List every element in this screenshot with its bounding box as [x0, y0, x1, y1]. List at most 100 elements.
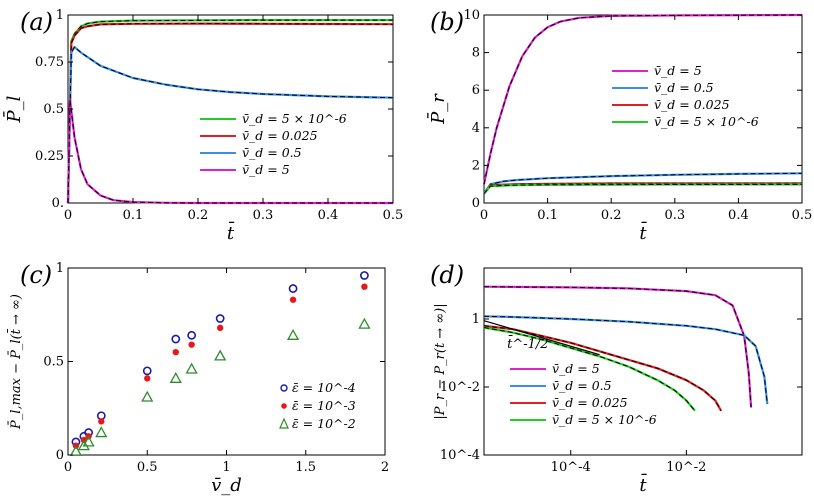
series-line-b-3 [483, 183, 803, 195]
panel-c: ε̄ = 10^-4 ε̄ = 10^-3 ε̄ = 10^-2 0 0.5 1 1.5 2 0… [7, 261, 389, 496]
marker-open-triangle [82, 435, 95, 447]
x-tick-label-b: 0.5 [792, 208, 813, 223]
marker-open-triangle [286, 328, 300, 340]
slope-annotation: t̄^-1/2 [507, 335, 548, 352]
legend-entry-c: ε̄ = 10^-2 [292, 416, 356, 431]
marker-open-circle [142, 366, 152, 376]
x-tick-label-b: 0.3 [664, 208, 685, 223]
y-tick-label-b: 8 [472, 46, 480, 61]
x-axis-label-b: t̄ [639, 220, 647, 244]
x-tick-label-c: 0.5 [137, 460, 158, 475]
y-tick-label-b: 0 [472, 196, 480, 211]
x-tick-label-d: 10^-4 [551, 460, 591, 475]
reference-slope-line [483, 320, 600, 356]
marker-filled-circle [216, 324, 224, 332]
panel-label-c: (c) [20, 261, 52, 289]
legend-marker-c [279, 417, 289, 429]
y-tick-label-d: 1 [472, 312, 480, 327]
fit-dashed-a-2 [67, 46, 394, 204]
y-tick-label-c: 0 [56, 448, 64, 463]
legend-entry-d: v̄_d = 5 × 10^-6 [552, 412, 657, 427]
x-tick-label-a: 0.4 [318, 208, 339, 223]
x-tick-label-b: 0.4 [728, 208, 749, 223]
y-tick-label-d: 10^-2 [440, 380, 480, 395]
x-tick-label-b: 0 [480, 208, 488, 223]
y-tick-label-a: 0.75 [35, 55, 64, 70]
legend-entry-b: v̄_d = 5 × 10^-6 [654, 114, 759, 129]
y-axis-label-c: P̄_l,max − P̄_l(t̄ → ∞) [7, 294, 24, 430]
fit-dashed-b-1 [483, 172, 803, 194]
fit-dashed-b-3 [483, 183, 803, 194]
fit-dashed-a-3 [67, 99, 393, 204]
x-tick-label-c: 1.5 [295, 460, 316, 475]
y-tick-label-a: 1 [56, 8, 64, 23]
marker-open-triangle [69, 444, 83, 456]
x-tick-label-c: 0 [64, 460, 72, 475]
x-tick-label-a: 0.5 [383, 208, 404, 223]
x-tick-label-b: 0.1 [537, 208, 558, 223]
y-tick-label-a: 0.25 [35, 149, 64, 164]
legend-entry-c: ε̄ = 10^-4 [292, 380, 356, 395]
y-tick-label-b: 6 [472, 83, 480, 98]
legend-entry-d: v̄_d = 0.5 [552, 378, 612, 393]
legend-entry-a: v̄_d = 0.025 [242, 128, 318, 143]
panel-label-a: (a) [20, 8, 53, 36]
marker-open-triangle [358, 317, 371, 329]
marker-open-triangle [141, 390, 154, 402]
fit-dashed-d-2 [483, 325, 722, 412]
marker-open-circle [288, 284, 298, 293]
legend-entry-b: v̄_d = 0.5 [654, 80, 714, 95]
fit-dashed-d-0 [483, 286, 752, 408]
marker-open-triangle [185, 362, 198, 374]
y-tick-label-c: 0.5 [43, 355, 64, 370]
panel-label-d: (d) [430, 261, 464, 289]
legend-entry-c: ε̄ = 10^-3 [292, 398, 356, 413]
legend-marker-c [281, 403, 287, 409]
panel-a: v̄_d = 5 × 10^-6 v̄_d = 0.025 v̄_d = 0.5 v̄… [2, 8, 404, 244]
x-tick-label-a: 0.2 [188, 208, 209, 223]
y-tick-label-b: 4 [472, 121, 480, 136]
panel-b: v̄_d = 5 v̄_d = 0.5 v̄_d = 0.025 v̄_d = 5 ×… [426, 8, 813, 244]
panel-d: t̄^-1/2 v̄_d = 5 v̄_d = 0.5 v̄_d = 0.025 v̄_… [430, 261, 803, 496]
x-tick-label-a: 0 [64, 208, 72, 223]
legend-entry-d: v̄_d = 5 [552, 361, 600, 376]
x-tick-label-d: 10^-2 [666, 460, 706, 475]
marker-open-triangle [77, 439, 90, 451]
marker-open-triangle [95, 426, 108, 438]
x-axis-label-a: t̄ [227, 220, 235, 244]
y-axis-label-b: P̄_r [426, 93, 449, 125]
y-tick-label-d: 10^-4 [440, 448, 480, 463]
marker-open-circle [171, 334, 181, 344]
fit-dashed-d-3 [483, 327, 696, 412]
legend-entry-a: v̄_d = 5 [242, 162, 290, 177]
legend-entry-b: v̄_d = 0.025 [654, 97, 730, 112]
x-tick-label-c: 1 [222, 460, 230, 475]
marker-open-circle [359, 271, 369, 280]
legend-entry-b: v̄_d = 5 [654, 63, 702, 78]
y-axis-label-a: P̄_l [2, 95, 25, 123]
x-tick-label-c: 2 [381, 460, 389, 475]
panel-label-b: (b) [430, 8, 464, 36]
fit-dashed-b-0 [483, 14, 803, 185]
marker-open-triangle [169, 371, 182, 383]
marker-open-circle [215, 314, 225, 323]
y-tick-label-c: 1 [56, 261, 64, 276]
y-tick-label-a: 0. [52, 196, 64, 211]
marker-filled-circle [172, 348, 179, 356]
y-axis-label-d: |P_r − P_r(t → ∞)| [433, 303, 448, 419]
plot-frame-a [67, 14, 394, 204]
marker-open-triangle [214, 349, 227, 361]
legend-entry-a: v̄_d = 5 × 10^-6 [242, 111, 347, 126]
legend-marker-c [280, 384, 288, 392]
legend-entry-a: v̄_d = 0.5 [242, 145, 302, 160]
fit-dashed-a-0 [67, 19, 393, 204]
x-axis-label-d: t̄ [639, 472, 647, 496]
y-tick-label-b: 10 [463, 8, 480, 23]
x-tick-label-a: 0.1 [123, 208, 144, 223]
marker-open-circle [187, 330, 197, 340]
marker-filled-circle [361, 283, 368, 290]
marker-filled-circle [98, 418, 105, 425]
marker-filled-circle [188, 341, 195, 348]
x-tick-label-b: 0.2 [601, 208, 622, 223]
